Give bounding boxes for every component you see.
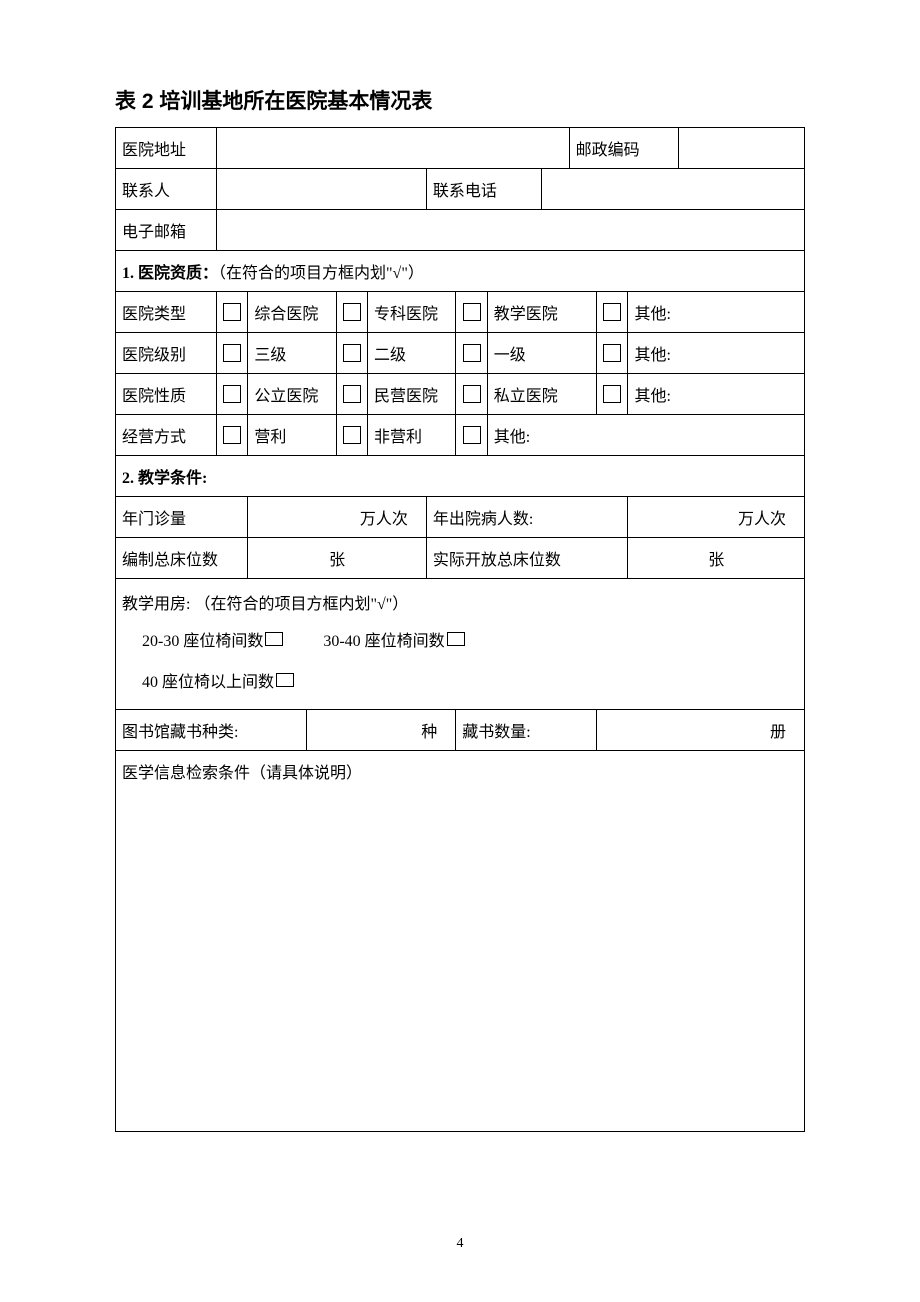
input-library-types[interactable]: 种 [307, 710, 456, 751]
input-email[interactable] [216, 210, 804, 251]
input-contact[interactable] [216, 169, 426, 210]
opt-type-specialty: 专科医院 [368, 292, 456, 333]
opt-seats-40plus: 40 座位椅以上间数 [142, 674, 274, 691]
label-library-count: 藏书数量: [456, 710, 597, 751]
checkbox-seats-30-40[interactable] [447, 632, 465, 646]
label-teaching-room: 教学用房: （在符合的项目方框内划"√"） [122, 596, 408, 613]
opt-mode-profit: 营利 [248, 415, 336, 456]
opt-type-general: 综合医院 [248, 292, 336, 333]
checkbox-type-other[interactable] [596, 292, 628, 333]
label-beds-actual: 实际开放总床位数 [426, 538, 628, 579]
checkbox-nature-public[interactable] [216, 374, 248, 415]
label-operation-mode: 经营方式 [116, 415, 217, 456]
opt-level-2: 二级 [368, 333, 456, 374]
input-library-count[interactable]: 册 [596, 710, 804, 751]
checkbox-mode-nonprofit[interactable] [336, 415, 368, 456]
section-2-header: 2. 教学条件: [116, 456, 805, 497]
opt-mode-other: 其他: [487, 415, 804, 456]
form-table: 医院地址 邮政编码 联系人 联系电话 电子邮箱 1. 医院资质：（在符合的项目方… [115, 127, 805, 1131]
checkbox-seats-20-30[interactable] [265, 632, 283, 646]
opt-nature-private: 民营医院 [368, 374, 456, 415]
opt-type-teaching: 教学医院 [487, 292, 596, 333]
label-outpatient: 年门诊量 [116, 497, 248, 538]
input-address[interactable] [216, 128, 569, 169]
checkbox-level-other[interactable] [596, 333, 628, 374]
label-medical-info: 医学信息检索条件（请具体说明） [116, 751, 805, 792]
checkbox-nature-personal[interactable] [456, 374, 488, 415]
opt-level-3: 三级 [248, 333, 336, 374]
opt-nature-personal: 私立医院 [487, 374, 596, 415]
label-hospital-level: 医院级别 [116, 333, 217, 374]
checkbox-nature-private[interactable] [336, 374, 368, 415]
label-address: 医院地址 [116, 128, 217, 169]
label-hospital-nature: 医院性质 [116, 374, 217, 415]
label-discharge: 年出院病人数: [426, 497, 628, 538]
label-library-types: 图书馆藏书种类: [116, 710, 307, 751]
opt-level-other: 其他: [628, 333, 805, 374]
teaching-room-block-2: 40 座位椅以上间数 [116, 663, 805, 710]
checkbox-nature-other[interactable] [596, 374, 628, 415]
teaching-room-block: 教学用房: （在符合的项目方框内划"√"） 20-30 座位椅间数 30-40 … [116, 579, 805, 663]
opt-mode-nonprofit: 非营利 [368, 415, 456, 456]
checkbox-mode-profit[interactable] [216, 415, 248, 456]
opt-nature-public: 公立医院 [248, 374, 336, 415]
checkbox-mode-other[interactable] [456, 415, 488, 456]
checkbox-type-specialty[interactable] [336, 292, 368, 333]
input-outpatient[interactable]: 万人次 [248, 497, 427, 538]
label-hospital-type: 医院类型 [116, 292, 217, 333]
input-medical-info[interactable] [116, 791, 805, 1131]
input-beds-authorized[interactable]: 张 [248, 538, 427, 579]
opt-seats-30-40: 30-40 座位椅间数 [323, 633, 444, 650]
input-phone[interactable] [542, 169, 805, 210]
label-phone: 联系电话 [426, 169, 542, 210]
page-number: 4 [0, 1236, 920, 1252]
checkbox-type-teaching[interactable] [456, 292, 488, 333]
label-email: 电子邮箱 [116, 210, 217, 251]
opt-type-other: 其他: [628, 292, 805, 333]
checkbox-seats-40plus[interactable] [276, 673, 294, 687]
checkbox-level-2[interactable] [336, 333, 368, 374]
opt-level-1: 一级 [487, 333, 596, 374]
opt-nature-other: 其他: [628, 374, 805, 415]
section-1-header: 1. 医院资质：（在符合的项目方框内划"√"） [116, 251, 805, 292]
table-title: 表 2 培训基地所在医院基本情况表 [115, 85, 805, 115]
label-postcode: 邮政编码 [569, 128, 678, 169]
label-contact: 联系人 [116, 169, 217, 210]
input-postcode[interactable] [678, 128, 804, 169]
label-beds-authorized: 编制总床位数 [116, 538, 248, 579]
checkbox-level-1[interactable] [456, 333, 488, 374]
checkbox-level-3[interactable] [216, 333, 248, 374]
opt-seats-20-30: 20-30 座位椅间数 [142, 633, 263, 650]
input-beds-actual[interactable]: 张 [628, 538, 805, 579]
checkbox-type-general[interactable] [216, 292, 248, 333]
input-discharge[interactable]: 万人次 [628, 497, 805, 538]
